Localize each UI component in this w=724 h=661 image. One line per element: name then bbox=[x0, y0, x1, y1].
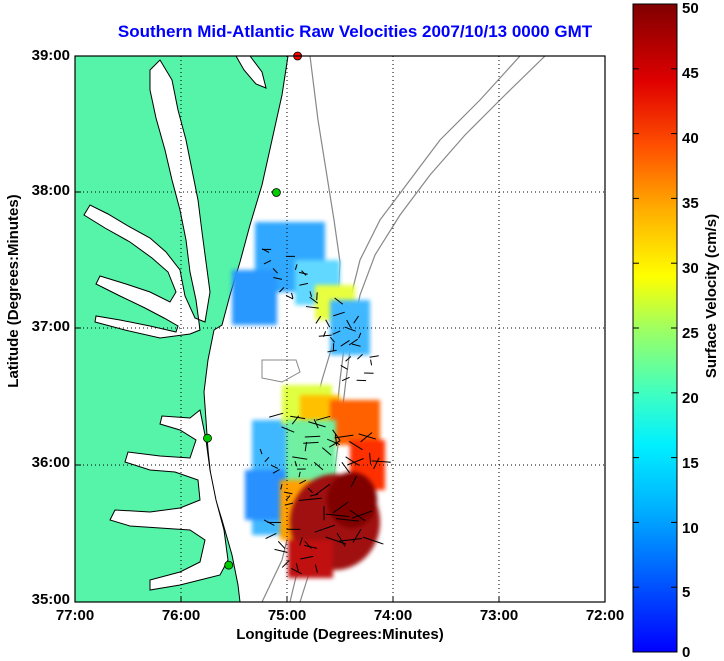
station-marker bbox=[204, 434, 212, 442]
station-marker bbox=[272, 189, 280, 197]
station-marker bbox=[225, 561, 233, 569]
colorbar bbox=[633, 4, 677, 652]
